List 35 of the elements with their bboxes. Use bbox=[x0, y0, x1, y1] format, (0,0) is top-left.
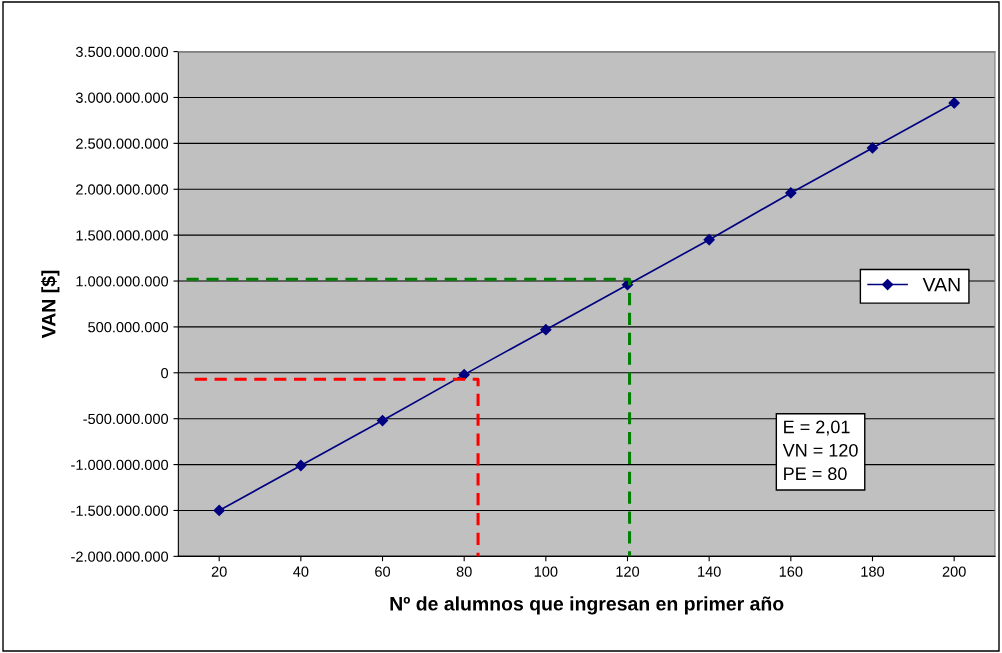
y-tick-label: -500.000.000 bbox=[83, 413, 169, 425]
y-tick-label: 2.000.000.000 bbox=[76, 184, 169, 195]
x-tick-label: 200 bbox=[942, 566, 966, 577]
y-tick-label: 3.000.000.000 bbox=[75, 92, 169, 103]
y-tick-label: -2.000.000.000 bbox=[71, 551, 169, 562]
point bbox=[703, 234, 715, 246]
point bbox=[866, 142, 879, 154]
point bbox=[458, 369, 470, 381]
x-tick-label: 120 bbox=[616, 566, 640, 577]
x-tick-label: 100 bbox=[534, 566, 558, 577]
x-tick-label: 20 bbox=[211, 566, 227, 577]
y-tick-label: -1.000.000.000 bbox=[71, 459, 169, 471]
legend-label: VAN bbox=[922, 277, 960, 292]
point bbox=[376, 414, 389, 427]
x-tick-label: 40 bbox=[293, 566, 309, 577]
y-tick-label: 1.500.000.000 bbox=[76, 230, 169, 241]
point bbox=[948, 97, 960, 109]
y-tick-label: 1.000.000.000 bbox=[76, 276, 169, 287]
annotation: E = 2,01 VN = 120 PE = 80 bbox=[782, 420, 858, 481]
x-axis-title: Nº de alumnos que ingresan en primer año bbox=[390, 596, 784, 615]
y-tick-label: -1.500.000.000 bbox=[71, 505, 169, 516]
x-tick-label: 140 bbox=[698, 566, 721, 577]
point bbox=[213, 504, 225, 517]
y-tick-label: 500.000.000 bbox=[88, 322, 169, 333]
point bbox=[785, 187, 797, 199]
y-tick-label: 0 bbox=[161, 367, 169, 379]
point bbox=[295, 459, 307, 472]
x-tick-label: 80 bbox=[456, 566, 472, 577]
y-tick-label: 3.500.000.000 bbox=[75, 46, 169, 58]
y-axis-title: VAN [$] bbox=[40, 270, 60, 339]
point bbox=[540, 324, 552, 336]
x-tick-label: 180 bbox=[861, 566, 885, 577]
y-tick-label: 2.500.000.000 bbox=[76, 138, 169, 149]
x-tick-label: 60 bbox=[375, 566, 391, 577]
x-tick-label: 160 bbox=[779, 566, 803, 577]
